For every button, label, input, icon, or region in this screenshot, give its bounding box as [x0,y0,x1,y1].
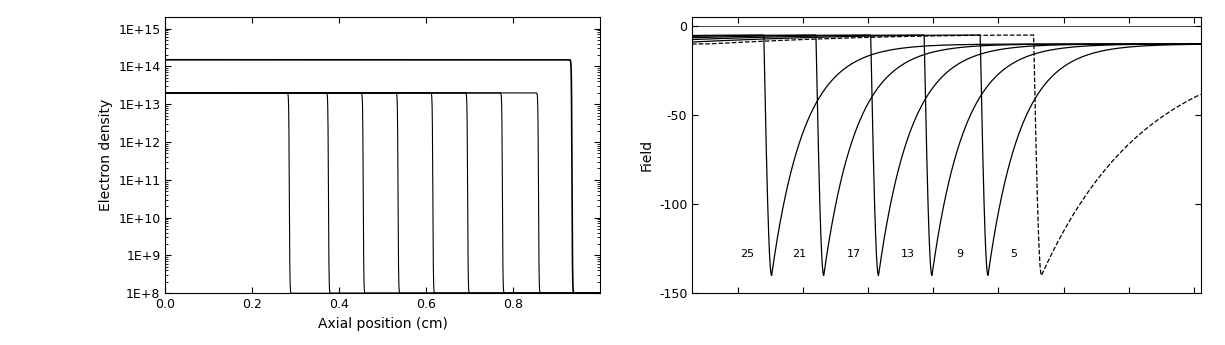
Text: 17: 17 [848,249,861,259]
Text: 13: 13 [900,249,915,259]
Y-axis label: Electron density: Electron density [99,99,113,211]
X-axis label: Axial position (cm): Axial position (cm) [317,317,448,331]
Text: 9: 9 [957,249,964,259]
Text: 25: 25 [740,249,755,259]
Text: 5: 5 [1011,249,1017,259]
Y-axis label: Field: Field [639,139,653,171]
Text: 21: 21 [793,249,806,259]
